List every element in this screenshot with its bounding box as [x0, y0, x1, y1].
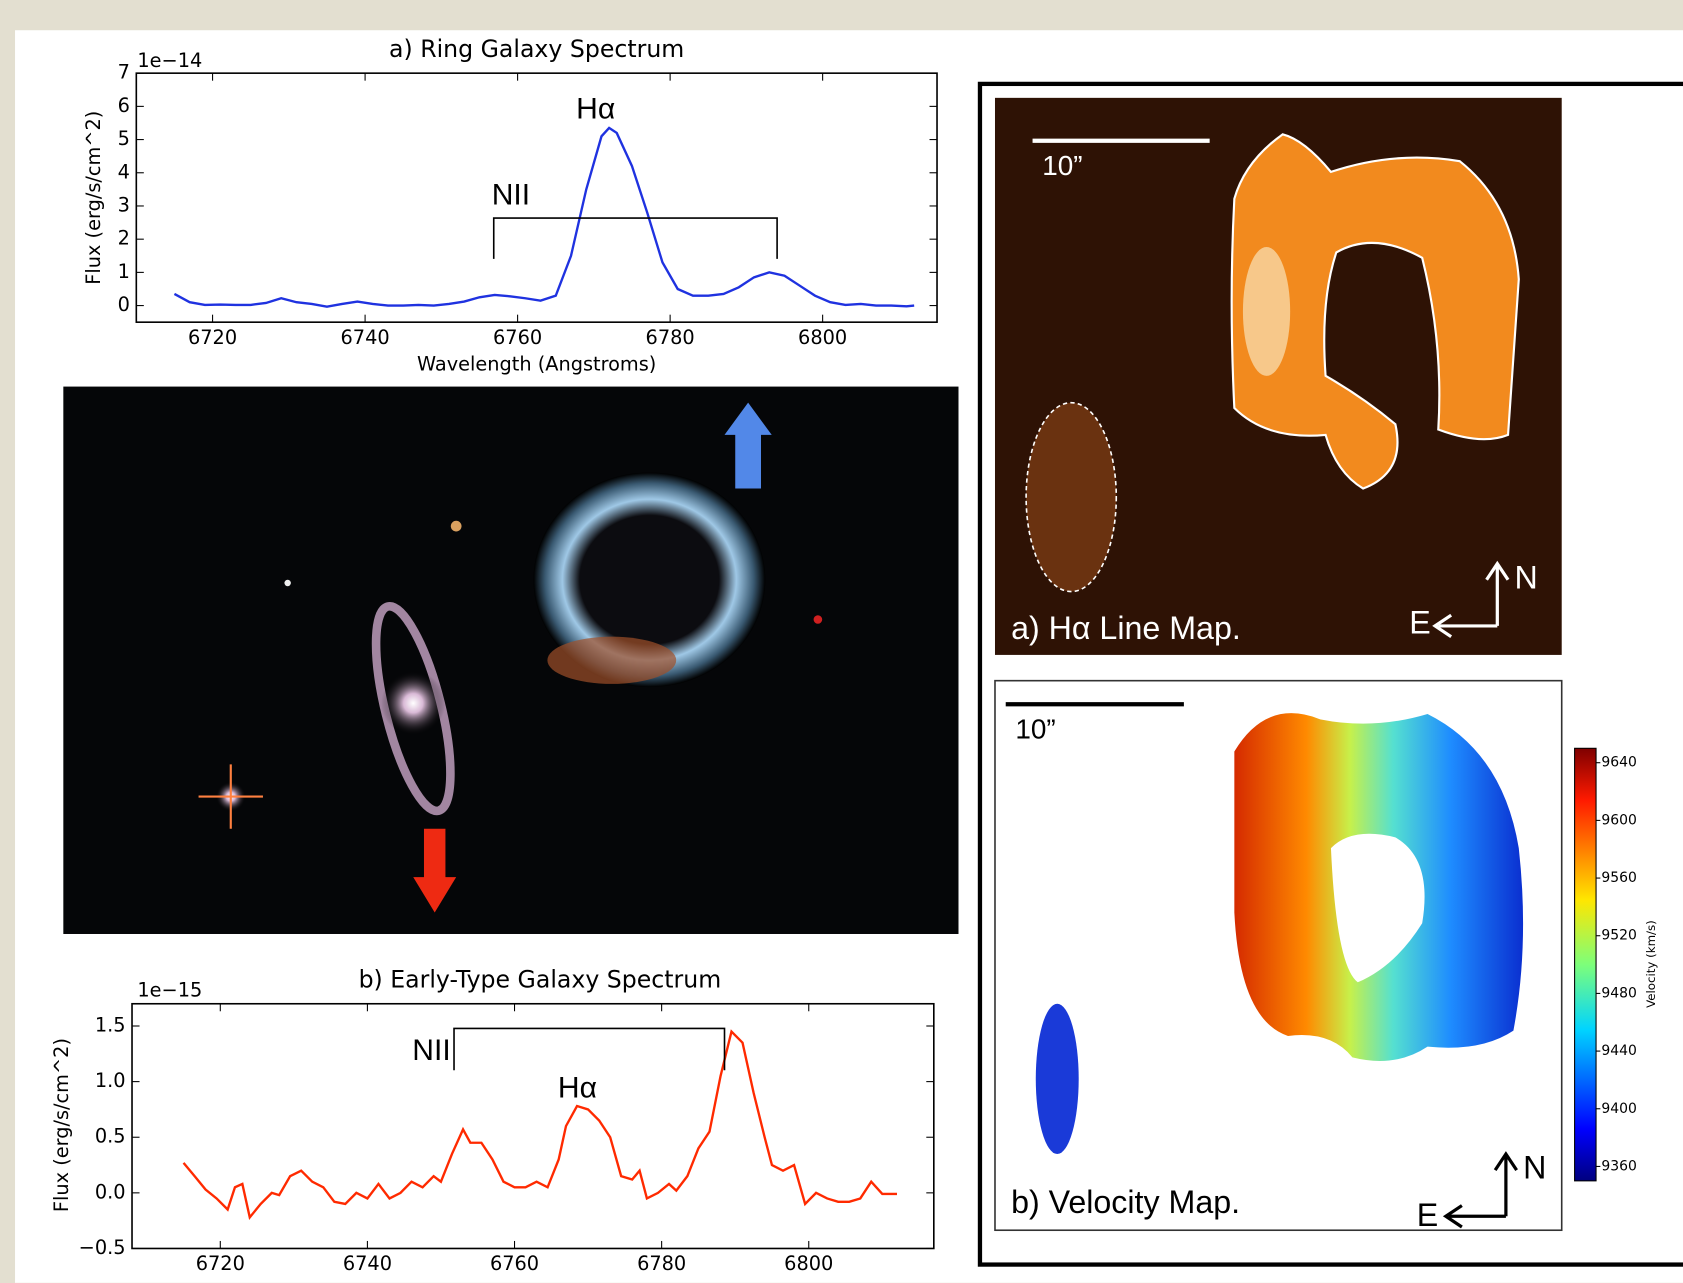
- figure: N E 10” a) Hα Line Map. N E 10” b) Veloc…: [0, 0, 1683, 1283]
- x-tick-label: 6740: [343, 1252, 392, 1275]
- x-axis-label: Wavelength (Angstroms): [417, 353, 656, 376]
- velocity-map: [995, 681, 1562, 1231]
- north-label: N: [1523, 1150, 1546, 1186]
- colorbar-tick-label: 9600: [1601, 812, 1636, 828]
- x-tick-label: 6760: [490, 1252, 539, 1275]
- y-tick-label: 0: [118, 293, 130, 316]
- colorbar: [1575, 748, 1596, 1181]
- galaxy-photo: [63, 387, 958, 934]
- colorbar-tick-label: 9560: [1601, 870, 1636, 886]
- page: {"chart_data":[ {"type":"line","title":"…: [0, 0, 1683, 1283]
- annotation: Hα: [576, 93, 615, 126]
- y-tick-label: 1: [118, 260, 130, 283]
- x-tick-label: 6760: [493, 326, 542, 349]
- east-label: E: [1417, 1197, 1438, 1233]
- x-tick-label: 6720: [196, 1252, 245, 1275]
- annotation: Hα: [558, 1072, 597, 1105]
- chart-title: a) Ring Galaxy Spectrum: [389, 35, 684, 63]
- y-tick-label: 5: [118, 127, 130, 150]
- y-tick-label: 4: [118, 160, 130, 183]
- y-tick-label: 0.0: [95, 1180, 126, 1203]
- colorbar-tick-label: 9520: [1601, 928, 1636, 944]
- y-tick-label: 3: [118, 193, 130, 216]
- east-label: E: [1409, 604, 1430, 640]
- colorbar-tick-label: 9640: [1601, 755, 1636, 771]
- chart-title: b) Early-Type Galaxy Spectrum: [359, 966, 722, 994]
- x-tick-label: 6740: [341, 326, 390, 349]
- colorbar-tick-label: 9480: [1601, 985, 1636, 1001]
- x-tick-label: 6800: [798, 326, 847, 349]
- line-map: [995, 98, 1562, 655]
- x-tick-label: 6800: [784, 1252, 833, 1275]
- annotation: NII: [412, 1034, 450, 1067]
- scale-label: 10”: [1015, 714, 1055, 745]
- annotation: NII: [492, 179, 530, 212]
- colorbar-tick-label: 9400: [1601, 1101, 1636, 1117]
- x-tick-label: 6720: [188, 326, 237, 349]
- y-tick-label: 1.0: [95, 1069, 126, 1092]
- y-axis-label: Flux (erg/s/cm^2): [82, 111, 105, 285]
- x-tick-label: 6780: [646, 326, 695, 349]
- y-tick-label: −0.5: [79, 1236, 126, 1259]
- y-tick-label: 0.5: [95, 1125, 126, 1148]
- north-label: N: [1514, 559, 1537, 595]
- y-axis-label: Flux (erg/s/cm^2): [50, 1038, 73, 1212]
- colorbar-tick-label: 9360: [1601, 1158, 1636, 1174]
- x-tick-label: 6780: [637, 1252, 686, 1275]
- map-label: a) Hα Line Map.: [1011, 610, 1241, 646]
- y-tick-label: 2: [118, 227, 130, 250]
- y-tick-label: 7: [118, 61, 130, 84]
- y-tick-label: 6: [118, 94, 130, 117]
- map-label: b) Velocity Map.: [1011, 1184, 1240, 1220]
- scale-label: 10”: [1042, 150, 1082, 181]
- colorbar-tick-label: 9440: [1601, 1043, 1636, 1059]
- colorbar-label: Velocity (km/s): [1644, 920, 1658, 1008]
- offset-label: 1e−14: [137, 49, 202, 72]
- y-tick-label: 1.5: [95, 1014, 126, 1037]
- offset-label: 1e−15: [137, 978, 202, 1001]
